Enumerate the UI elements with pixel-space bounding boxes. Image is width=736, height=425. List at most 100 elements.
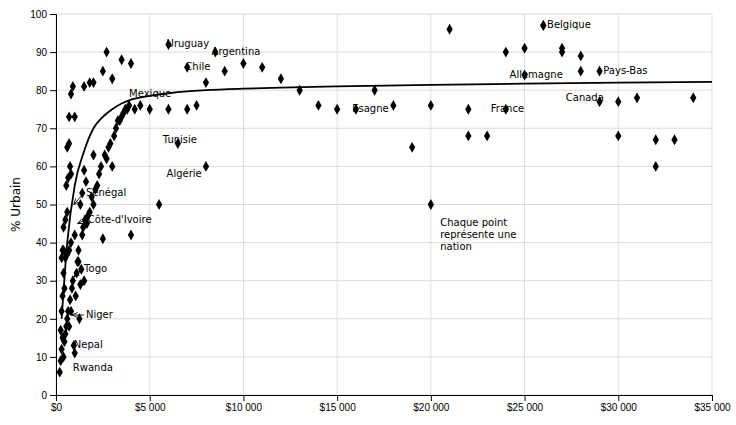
annotation: Togo <box>83 263 107 274</box>
point <box>90 77 96 88</box>
y-tick-mark <box>50 128 56 129</box>
point <box>73 291 79 302</box>
y-tick-mark <box>50 90 56 91</box>
y-grid-line <box>56 318 712 319</box>
annotation: Argentina <box>212 46 261 57</box>
grid <box>56 14 712 395</box>
point <box>165 104 171 115</box>
point <box>132 104 138 115</box>
point <box>690 92 696 103</box>
point <box>66 111 72 122</box>
annotation: Pays-Bas <box>603 65 647 76</box>
annotations: UruguayArgentinaChileMexiqueTunisieAlgér… <box>72 19 648 373</box>
point <box>109 73 115 84</box>
point <box>137 100 143 111</box>
x-tick: $30 000 <box>601 395 638 413</box>
x-tick-label: $15 000 <box>320 402 357 413</box>
point <box>70 275 76 286</box>
point <box>109 161 115 172</box>
annotation: Rwanda <box>73 362 113 373</box>
annotation: Algérie <box>167 168 202 179</box>
point <box>193 100 199 111</box>
point <box>70 81 76 92</box>
x-tick-label: $10 000 <box>226 402 263 413</box>
x-tick-mark <box>618 395 619 401</box>
point <box>596 66 602 77</box>
point <box>147 104 153 115</box>
point <box>81 81 87 92</box>
x-tick: $5 000 <box>135 395 166 413</box>
y-tick-label: 20 <box>36 314 48 325</box>
y-tick: 70 <box>36 123 56 134</box>
y-tick-mark <box>50 357 56 358</box>
point <box>79 230 85 241</box>
point <box>203 161 209 172</box>
x-tick-label: $0 <box>51 402 63 413</box>
y-tick-label: 0 <box>41 390 47 401</box>
point <box>559 43 565 54</box>
point <box>64 142 70 153</box>
x-grid-line <box>149 14 150 395</box>
x-tick-mark <box>243 395 244 401</box>
y-tick: 60 <box>36 161 56 172</box>
x-tick-mark <box>431 395 432 401</box>
point <box>100 66 106 77</box>
point <box>81 165 87 176</box>
y-tick: 50 <box>36 199 56 210</box>
point <box>615 130 621 141</box>
y-tick: 0 <box>41 390 56 401</box>
point <box>278 73 284 84</box>
annotation: Uruguay <box>167 38 210 49</box>
annotation: France <box>491 103 524 114</box>
point <box>428 100 434 111</box>
x-tick-label: $35 000 <box>694 402 731 413</box>
point <box>103 47 109 58</box>
annotation: Nepal <box>74 339 103 350</box>
point <box>68 237 74 248</box>
point <box>203 77 209 88</box>
point <box>222 66 228 77</box>
x-tick-mark <box>337 395 338 401</box>
y-grid-line <box>56 242 712 243</box>
y-tick-label: 40 <box>36 237 48 248</box>
annotation: Esagne <box>352 103 389 114</box>
annotation: Niger <box>86 309 114 320</box>
point <box>60 351 66 362</box>
point <box>90 150 96 161</box>
point <box>83 176 89 187</box>
x-tick-label: $30 000 <box>601 402 638 413</box>
point <box>75 256 81 267</box>
y-grid-line <box>56 14 712 15</box>
annotation: Chile <box>185 61 210 72</box>
point <box>103 153 109 164</box>
annotation: Belgique <box>547 19 591 30</box>
point <box>503 47 509 58</box>
y-tick-label: 90 <box>36 47 48 58</box>
point <box>60 222 66 233</box>
point <box>66 321 72 332</box>
y-grid-line <box>56 52 712 53</box>
point <box>156 199 162 210</box>
point <box>69 283 75 294</box>
x-grid-line <box>243 14 244 395</box>
point <box>59 245 65 256</box>
y-tick: 100 <box>30 9 56 20</box>
annotation: Allemagne <box>510 69 563 80</box>
x-tick: $25 000 <box>507 395 544 413</box>
point <box>578 66 584 77</box>
point <box>74 256 80 267</box>
y-tick-mark <box>50 243 56 244</box>
y-tick-mark <box>50 52 56 53</box>
y-grid-line <box>56 280 712 281</box>
x-tick-mark <box>150 395 151 401</box>
annotation: Tunisie <box>162 134 197 145</box>
annotation-arrow <box>74 269 82 277</box>
point <box>446 24 452 35</box>
y-tick: 20 <box>36 314 56 325</box>
y-axis-line <box>50 15 57 396</box>
point <box>184 104 190 115</box>
point <box>521 43 527 54</box>
marks <box>57 20 712 378</box>
y-tick-label: 70 <box>36 123 48 134</box>
x-grid-line <box>712 14 713 395</box>
